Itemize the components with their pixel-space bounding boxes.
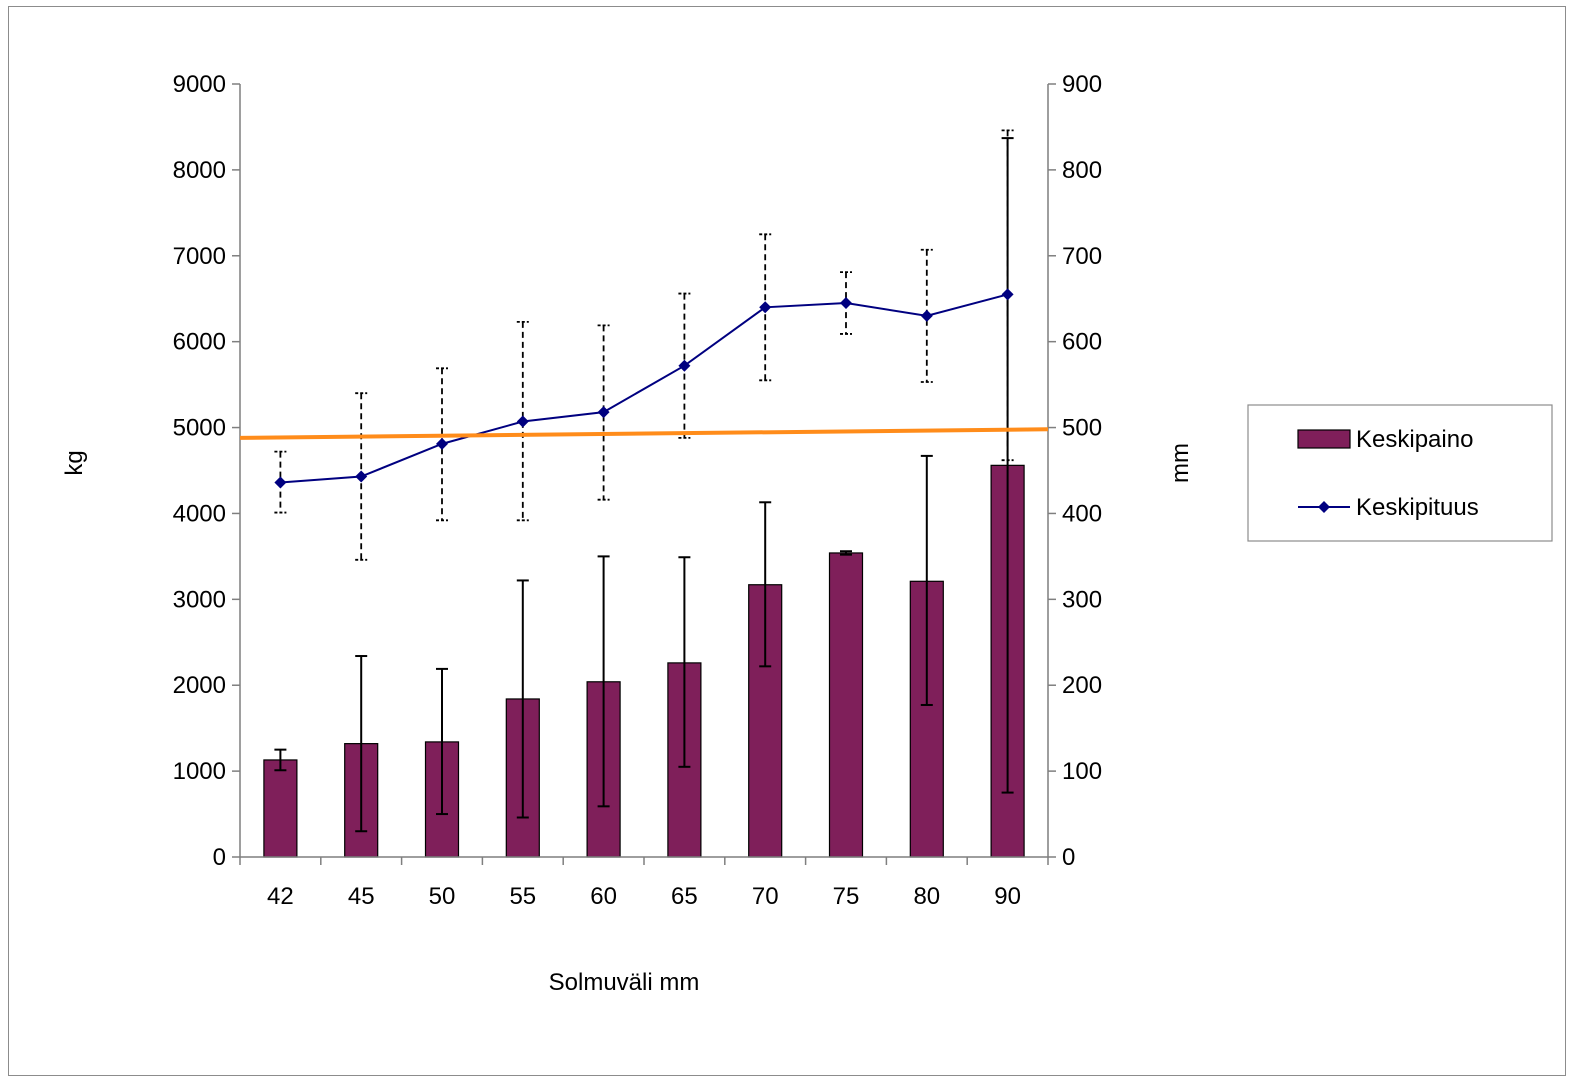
x-tick-label-65: 65 [671,883,698,910]
y-tick-label-3000: 3000 [173,586,226,613]
x-tick-label-90: 90 [994,883,1021,910]
y2-tick-label-500: 500 [1062,415,1102,442]
y2-tick-label-100: 100 [1062,758,1102,785]
line-error-bars-group [274,129,1014,561]
y2-tick-label-900: 900 [1062,71,1102,98]
line-series-group [274,288,1014,489]
y2-tick-label-700: 700 [1062,243,1102,270]
y2-tick-label-200: 200 [1062,672,1102,699]
point-keskipituus-55 [516,415,529,428]
y-tick-label-2000: 2000 [173,672,226,699]
legend-box [1247,404,1553,542]
point-keskipituus-42 [274,476,287,489]
x-tick-label-50: 50 [429,883,456,910]
y-tick-label-1000: 1000 [173,758,226,785]
point-keskipituus-45 [355,470,368,483]
bar-series-group [263,464,1025,858]
axes-group [232,83,1056,865]
reference-line [239,427,1049,440]
legend-label-keskipituus: Keskipituus [1356,494,1479,521]
x-tick-label-42: 42 [267,883,294,910]
x-tick-label-70: 70 [752,883,779,910]
point-keskipituus-70 [759,301,772,314]
point-keskipituus-65 [678,359,691,372]
y2-tick-label-300: 300 [1062,586,1102,613]
bar-error-bars-group [274,137,1014,833]
point-keskipituus-75 [840,297,852,310]
x-tick-label-45: 45 [348,883,375,910]
x-tick-label-75: 75 [833,883,860,910]
y2-tick-label-800: 800 [1062,157,1102,184]
y-axis-title: kg [61,450,88,475]
bar-75 [828,552,864,858]
x-tick-label-55: 55 [509,883,536,910]
y-tick-label-8000: 8000 [173,157,226,184]
y-tick-label-6000: 6000 [173,329,226,356]
x-tick-label-80: 80 [913,883,940,910]
line-keskipituus [280,293,1008,484]
legend: Keskipaino Keskipituus [1247,404,1553,542]
y2-tick-label-0: 0 [1062,844,1075,871]
y-tick-label-4000: 4000 [173,500,226,527]
point-keskipituus-50 [436,437,448,450]
tick-labels-group: 0 1000 2000 3000 4000 5000 6000 7000 8000 9000 0 10… [173,71,1102,910]
legend-label-keskipaino: Keskipaino [1356,426,1473,453]
point-keskipituus-60 [597,406,610,419]
x-axis-title: Solmuväli mm [549,969,700,996]
point-keskipituus-80 [920,309,933,322]
y-tick-label-5000: 5000 [173,415,226,442]
y2-tick-label-400: 400 [1062,500,1102,527]
y-tick-label-9000: 9000 [173,71,226,98]
y2-tick-label-600: 600 [1062,329,1102,356]
x-tick-label-60: 60 [590,883,617,910]
legend-marker-keskipituus [1318,501,1330,513]
bar-42 [263,759,298,858]
legend-swatch-keskipaino [1297,429,1351,449]
point-keskipituus-90 [1001,288,1014,301]
y-tick-label-0: 0 [213,844,226,871]
y-tick-label-7000: 7000 [173,243,226,270]
y2-axis-title: mm [1167,443,1194,483]
